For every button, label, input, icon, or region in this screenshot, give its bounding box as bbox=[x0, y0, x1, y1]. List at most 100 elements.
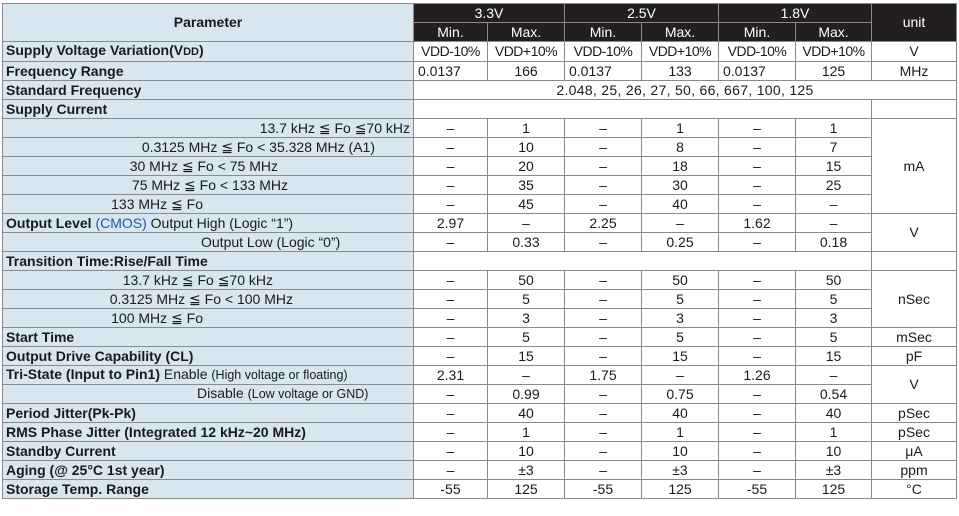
unit-cell: nSec bbox=[871, 270, 957, 328]
cell: – bbox=[564, 308, 642, 328]
empty-cell bbox=[871, 99, 957, 119]
unit-cell: pF bbox=[871, 346, 957, 366]
row-supply-voltage: Supply Voltage Variation(VDD) VDD-10% VD… bbox=[2, 41, 957, 62]
cell: – bbox=[718, 270, 796, 290]
cell: 5 bbox=[487, 327, 565, 347]
cell: – bbox=[413, 460, 488, 480]
parameter-header: Parameter bbox=[2, 3, 414, 42]
cell: ±3 bbox=[641, 460, 719, 480]
unit-cell: pSec bbox=[871, 403, 957, 423]
row-storage-temp: Storage Temp. Range -55 125 -55 125 -55 … bbox=[2, 479, 957, 499]
row-supply-current-header: Supply Current bbox=[2, 99, 957, 119]
row-label: Tri-State (Input to Pin1) Enable (High v… bbox=[2, 365, 414, 385]
min-header: Min. bbox=[413, 22, 488, 42]
row-standby-current: Standby Current – 10 – 10 – 10 μA bbox=[2, 441, 957, 461]
cell: 45 bbox=[487, 194, 565, 214]
cell: 166 bbox=[487, 61, 565, 81]
row-supply-current-3: 30 MHz ≦ Fo < 75 MHz – 20 – 18 – 15 bbox=[2, 156, 957, 176]
unit-cell: V bbox=[871, 213, 957, 252]
cell: 15 bbox=[641, 346, 719, 366]
row-transition-3: 100 MHz ≦ Fo – 3 – 3 – 3 bbox=[2, 308, 957, 328]
cell: – bbox=[718, 118, 796, 138]
cell: 10 bbox=[487, 137, 565, 157]
row-tri-state-enable: Tri-State (Input to Pin1) Enable (High v… bbox=[2, 365, 957, 404]
row-label: RMS Phase Jitter (Integrated 12 kHz~20 M… bbox=[2, 422, 414, 442]
cell: – bbox=[718, 289, 796, 309]
cell: 0.18 bbox=[795, 232, 872, 252]
cell: – bbox=[413, 118, 488, 138]
group-1v8-header: 1.8V bbox=[718, 3, 872, 23]
cell: 35 bbox=[487, 175, 565, 195]
row-label: Storage Temp. Range bbox=[2, 479, 414, 499]
cell: 1 bbox=[795, 422, 872, 442]
row-output-drive: Output Drive Capability (CL) – 15 – 15 –… bbox=[2, 346, 957, 366]
cell: 15 bbox=[795, 156, 872, 176]
cell: 10 bbox=[795, 441, 872, 461]
row-sublabel: 100 MHz ≦ Fo bbox=[2, 308, 414, 328]
cell: – bbox=[641, 365, 719, 385]
cell: 125 bbox=[487, 479, 565, 499]
row-supply-current-1: 13.7 kHz ≦ Fo ≦70 kHz – 1 – 1 – 1 mA bbox=[2, 118, 957, 214]
cell: – bbox=[795, 213, 872, 233]
spec-table: Parameter 3.3V 2.5V 1.8V unit Min. Max. … bbox=[2, 3, 957, 499]
cell: – bbox=[413, 270, 488, 290]
cell: – bbox=[718, 194, 796, 214]
cell: – bbox=[564, 422, 642, 442]
row-transition-1: 13.7 kHz ≦ Fo ≦70 kHz – 50 – 50 – 50 nSe… bbox=[2, 270, 957, 328]
row-sublabel: 133 MHz ≦ Fo bbox=[2, 194, 414, 214]
cell: – bbox=[564, 289, 642, 309]
cell: – bbox=[718, 232, 796, 252]
cell: 5 bbox=[795, 289, 872, 309]
cell: – bbox=[564, 137, 642, 157]
row-sublabel: 0.3125 MHz ≦ Fo < 35.328 MHz (A1) bbox=[2, 137, 414, 157]
row-sublabel: 0.3125 MHz ≦ Fo < 100 MHz bbox=[2, 289, 414, 309]
cell: 133 bbox=[641, 61, 719, 81]
max-header: Max. bbox=[795, 22, 872, 42]
row-transition-header: Transition Time:Rise/Fall Time bbox=[2, 251, 957, 271]
unit-cell: μA bbox=[871, 441, 957, 461]
row-supply-current-4: 75 MHz ≦ Fo < 133 MHz – 35 – 30 – 25 bbox=[2, 175, 957, 195]
row-rms-jitter: RMS Phase Jitter (Integrated 12 kHz~20 M… bbox=[2, 422, 957, 442]
cell: 5 bbox=[795, 327, 872, 347]
cell: 1 bbox=[795, 118, 872, 138]
cell: – bbox=[413, 327, 488, 347]
cell: 3 bbox=[641, 308, 719, 328]
cell: – bbox=[795, 194, 872, 214]
cell: – bbox=[413, 137, 488, 157]
row-sublabel: 75 MHz ≦ Fo < 133 MHz bbox=[2, 175, 414, 195]
row-label: Output Level (CMOS) Output High (Logic “… bbox=[2, 213, 414, 233]
cell: 0.54 bbox=[795, 384, 872, 404]
row-sublabel: Output Low (Logic “0”) bbox=[2, 232, 414, 252]
cell: 125 bbox=[795, 479, 872, 499]
cell: 50 bbox=[487, 270, 565, 290]
cell: – bbox=[413, 422, 488, 442]
cell: – bbox=[487, 213, 565, 233]
row-output-low: Output Low (Logic “0”) – 0.33 – 0.25 – 0… bbox=[2, 232, 957, 252]
empty-cell bbox=[871, 251, 957, 271]
cell: VDD+10% bbox=[641, 41, 719, 62]
row-label: Aging (@ 25°C 1st year) bbox=[2, 460, 414, 480]
cell: 1 bbox=[641, 118, 719, 138]
row-sublabel: 30 MHz ≦ Fo < 75 MHz bbox=[2, 156, 414, 176]
row-label: Supply Voltage Variation(VDD) bbox=[2, 41, 414, 62]
cell: 125 bbox=[641, 479, 719, 499]
group-2v5-header: 2.5V bbox=[564, 3, 719, 23]
cell: – bbox=[564, 403, 642, 423]
cell: 0.75 bbox=[641, 384, 719, 404]
cell: – bbox=[413, 232, 488, 252]
row-frequency-range: Frequency Range 0.0137 166 0.0137 133 0.… bbox=[2, 61, 957, 81]
cell: 1.62 bbox=[718, 213, 796, 233]
row-transition-2: 0.3125 MHz ≦ Fo < 100 MHz – 5 – 5 – 5 bbox=[2, 289, 957, 309]
cell: 10 bbox=[487, 441, 565, 461]
row-label: Transition Time:Rise/Fall Time bbox=[2, 251, 414, 271]
row-start-time: Start Time – 5 – 5 – 5 mSec bbox=[2, 327, 957, 347]
max-header: Max. bbox=[487, 22, 565, 42]
cell: – bbox=[564, 194, 642, 214]
cell: 2.97 bbox=[413, 213, 488, 233]
cell: – bbox=[564, 327, 642, 347]
min-header: Min. bbox=[564, 22, 642, 42]
cell: 20 bbox=[487, 156, 565, 176]
cell: 40 bbox=[487, 403, 565, 423]
group-3v3-header: 3.3V bbox=[413, 3, 565, 23]
cell: 5 bbox=[641, 327, 719, 347]
